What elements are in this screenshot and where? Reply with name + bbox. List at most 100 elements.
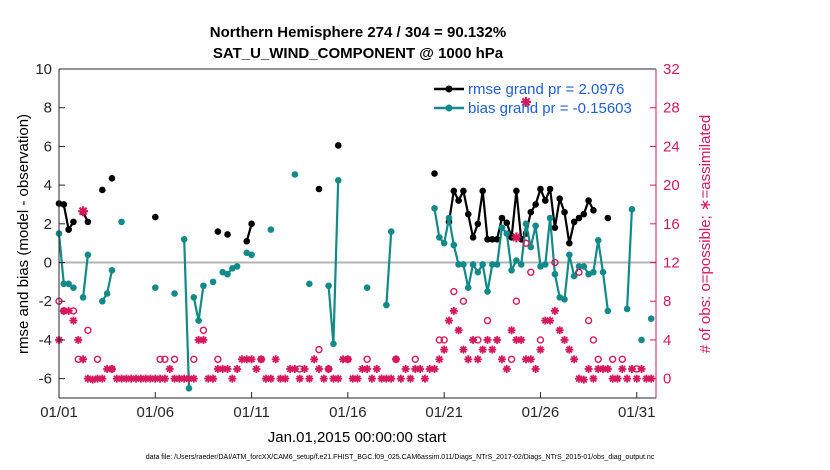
assimilated-obs-marker bbox=[310, 355, 319, 364]
bias-point bbox=[522, 220, 530, 228]
assimilated-obs-marker-stroke bbox=[315, 365, 323, 373]
assimilated-obs-marker bbox=[488, 345, 497, 354]
bias-point bbox=[498, 224, 506, 231]
bias-point bbox=[541, 261, 549, 268]
assimilated-obs-marker bbox=[546, 316, 555, 325]
assimilated-obs-marker bbox=[78, 206, 89, 217]
assimilated-obs-marker-stroke bbox=[161, 375, 169, 383]
assimilated-obs-marker-stroke bbox=[84, 375, 92, 383]
bias-point bbox=[200, 282, 207, 290]
possible-obs-marker bbox=[93, 355, 102, 363]
assimilated-obs-marker bbox=[160, 374, 169, 383]
assimilated-obs-marker bbox=[613, 374, 622, 383]
assimilated-obs-marker-stroke bbox=[281, 375, 289, 383]
bias-point bbox=[363, 284, 371, 291]
assimilated-obs-marker bbox=[502, 364, 511, 373]
assimilated-obs-marker-stroke bbox=[445, 317, 453, 325]
right-tick-label: 16 bbox=[663, 216, 680, 233]
assimilated-obs-marker-stroke bbox=[406, 375, 414, 383]
bias-point bbox=[445, 214, 453, 222]
bias-point bbox=[503, 230, 511, 237]
possible-obs-marker bbox=[190, 355, 198, 363]
bias-point bbox=[561, 296, 568, 303]
left-tick-label: 4 bbox=[44, 177, 52, 194]
right-tick-label: 4 bbox=[663, 332, 671, 349]
assimilated-obs-marker-stroke bbox=[209, 375, 217, 383]
left-tick-label: 0 bbox=[44, 255, 52, 272]
rmse-point bbox=[99, 186, 106, 194]
assimilated-obs-marker-stroke bbox=[190, 375, 198, 383]
rmse-point bbox=[546, 185, 554, 193]
assimilated-obs-marker-stroke bbox=[373, 365, 381, 373]
rmse-point bbox=[541, 197, 549, 204]
assimilated-obs-marker bbox=[319, 374, 328, 383]
legend-rmse-label: rmse grand pr = 2.0976 bbox=[468, 81, 624, 98]
rmse-point bbox=[315, 185, 323, 193]
assimilated-obs-marker-stroke bbox=[546, 317, 554, 325]
legend-bias-label: bias grand pr = -0.15603 bbox=[468, 100, 632, 117]
assimilated-obs-marker-stroke bbox=[397, 375, 405, 383]
possible-obs-marker bbox=[161, 355, 169, 363]
possible-obs-marker bbox=[108, 365, 116, 373]
possible-obs-marker bbox=[512, 297, 521, 305]
assimilated-obs-marker bbox=[367, 374, 376, 383]
x-tick-label: 01/31 bbox=[618, 404, 656, 421]
possible-obs-marker bbox=[214, 355, 222, 363]
rmse-point bbox=[570, 218, 578, 226]
assimilated-obs-marker-stroke bbox=[450, 307, 458, 315]
bias-point bbox=[180, 236, 188, 243]
assimilated-obs-marker-stroke bbox=[527, 355, 535, 363]
assimilated-obs-marker bbox=[473, 355, 482, 364]
y-axis-label-left: rmse and bias (model - observation) bbox=[15, 114, 32, 354]
bias-point bbox=[436, 234, 443, 241]
assimilated-obs-marker bbox=[420, 374, 429, 383]
assimilated-obs-marker bbox=[555, 326, 564, 335]
bias-point bbox=[118, 218, 125, 226]
rmse-point bbox=[532, 201, 539, 208]
rmse-point bbox=[214, 228, 222, 235]
assimilated-obs-marker bbox=[444, 316, 453, 325]
assimilated-obs-marker-stroke bbox=[589, 375, 597, 383]
possible-obs-marker bbox=[507, 355, 516, 363]
assimilated-obs-marker bbox=[493, 335, 502, 344]
assimilated-obs-marker bbox=[228, 374, 237, 383]
possible-obs-marker bbox=[584, 316, 593, 325]
assimilated-obs-marker bbox=[252, 364, 261, 373]
right-tick-label: 24 bbox=[663, 138, 680, 155]
plot-background bbox=[59, 69, 656, 398]
assimilated-obs-marker-stroke bbox=[604, 365, 612, 373]
possible-obs-marker bbox=[344, 355, 352, 363]
assimilated-obs-marker-stroke bbox=[517, 336, 525, 344]
assimilated-obs-marker bbox=[295, 374, 304, 383]
assimilated-obs-marker bbox=[314, 364, 323, 373]
assimilated-obs-marker-stroke bbox=[421, 375, 429, 383]
x-tick-label: 01/01 bbox=[40, 404, 78, 421]
possible-obs-marker bbox=[618, 355, 626, 363]
assimilated-obs-marker-stroke bbox=[512, 233, 521, 242]
bias-point bbox=[99, 297, 106, 305]
assimilated-obs-marker bbox=[74, 335, 83, 344]
assimilated-obs-marker bbox=[507, 326, 516, 335]
assimilated-obs-marker-stroke bbox=[484, 336, 491, 344]
rmse-point bbox=[469, 234, 477, 241]
assimilated-obs-marker-stroke bbox=[464, 355, 472, 363]
x-tick-label: 01/11 bbox=[233, 404, 269, 421]
assimilated-obs-marker bbox=[440, 345, 449, 354]
rmse-point bbox=[334, 142, 342, 149]
assimilated-obs-marker bbox=[497, 355, 506, 364]
rmse-point bbox=[590, 206, 597, 214]
possible-obs-marker bbox=[440, 336, 448, 344]
assimilated-obs-marker-stroke bbox=[455, 326, 463, 334]
assimilated-obs-marker-stroke bbox=[363, 365, 371, 373]
bias-point bbox=[464, 284, 472, 291]
assimilated-obs-marker-stroke bbox=[69, 317, 77, 325]
assimilated-obs-marker bbox=[189, 374, 198, 383]
bias-point bbox=[532, 222, 539, 230]
assimilated-obs-marker-stroke bbox=[402, 365, 410, 373]
bias-point bbox=[450, 241, 458, 249]
bias-point bbox=[190, 294, 198, 301]
assimilated-obs-marker bbox=[517, 335, 526, 344]
rmse-point bbox=[474, 220, 482, 228]
left-tick-label: 10 bbox=[35, 61, 52, 78]
x-axis-ticks: 01/01 01/06 01/11 01/16 01/21 01/26 01/31 bbox=[40, 392, 656, 421]
